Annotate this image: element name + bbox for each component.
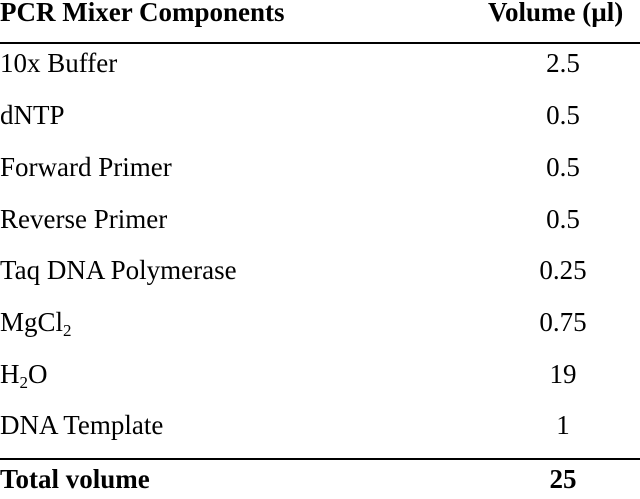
formula-subscript: 2 [63, 321, 72, 340]
total-volume: 25 [549, 464, 577, 494]
row-component: MgCl2 [0, 302, 72, 342]
formula-base: MgCl [0, 307, 64, 337]
formula-tail: O [28, 359, 48, 389]
row-volume: 2.5 [546, 48, 580, 78]
row-volume: 0.5 [546, 100, 580, 130]
header-rule [0, 42, 640, 44]
total-label: Total volume [0, 464, 150, 494]
row-volume: 0.25 [539, 255, 587, 285]
row-component: DNA Template [0, 410, 164, 440]
table-row: dNTP 0.5 [0, 95, 640, 135]
total-rule [0, 458, 640, 460]
table-row: H2O 19 [0, 354, 640, 394]
table-row: DNA Template 1 [0, 405, 640, 445]
table-row: Taq DNA Polymerase 0.25 [0, 250, 640, 290]
row-component: dNTP [0, 100, 65, 130]
row-volume: 0.5 [546, 152, 580, 182]
row-component: 10x Buffer [0, 48, 118, 78]
row-component: Reverse Primer [0, 204, 168, 234]
table-header-row: PCR Mixer Components Volume (µl) [0, 0, 640, 32]
row-component: Taq DNA Polymerase [0, 255, 237, 285]
row-volume: 0.5 [546, 204, 580, 234]
row-volume: 0.75 [539, 307, 587, 337]
table-row: 10x Buffer 2.5 [0, 43, 640, 83]
table-row: Reverse Primer 0.5 [0, 199, 640, 239]
total-row: Total volume 25 [0, 459, 640, 499]
row-volume: 1 [556, 410, 570, 440]
table-row: MgCl2 0.75 [0, 302, 640, 342]
row-component: Forward Primer [0, 152, 172, 182]
row-component: H2O [0, 354, 48, 394]
table-row: Forward Primer 0.5 [0, 147, 640, 187]
formula-base: H [0, 359, 20, 389]
formula-subscript: 2 [19, 373, 29, 392]
header-component: PCR Mixer Components [0, 0, 285, 27]
row-volume: 19 [549, 359, 577, 389]
header-volume: Volume (µl) [488, 0, 624, 27]
